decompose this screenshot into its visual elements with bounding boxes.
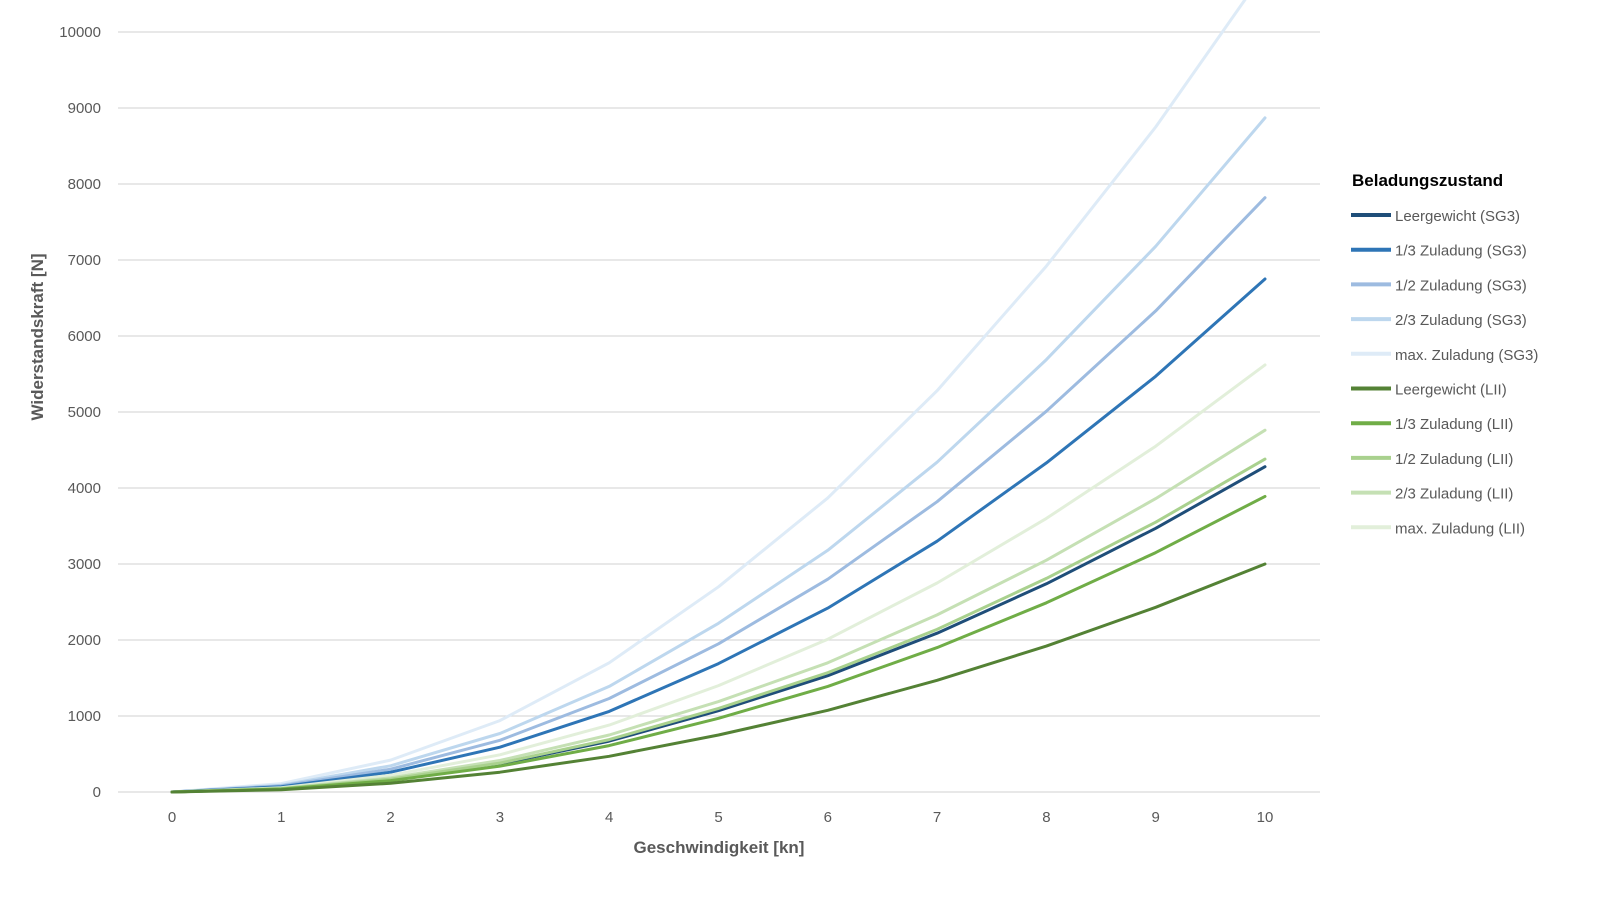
- legend-entry: 2/3 Zuladung (LII): [1395, 486, 1513, 503]
- x-axis-label: Geschwindigkeit [kn]: [634, 838, 805, 857]
- x-tick-label: 3: [496, 809, 504, 826]
- series-line: [170, 562, 1267, 794]
- series-line: [170, 0, 1247, 794]
- series-line: [170, 363, 1267, 794]
- x-tick-label: 1: [277, 809, 285, 826]
- gridlines: [118, 31, 1320, 793]
- series-line: [170, 196, 1267, 794]
- legend: Beladungszustand Leergewicht (SG3) 1/3 Zu…: [1351, 171, 1538, 537]
- x-tick-label: 8: [1042, 809, 1050, 826]
- legend-entry: Leergewicht (LII): [1395, 382, 1507, 399]
- x-tick-label: 10: [1257, 809, 1274, 826]
- series-line: [170, 428, 1267, 794]
- y-tick-label: 3000: [68, 556, 101, 573]
- y-tick-label: 7000: [68, 252, 101, 269]
- x-tick-label: 4: [605, 809, 613, 826]
- y-tick-label: 1000: [68, 708, 101, 725]
- series-line: [170, 277, 1267, 794]
- x-tick-label: 7: [933, 809, 941, 826]
- y-tick-label: 2000: [68, 632, 101, 649]
- series-line: [170, 116, 1267, 794]
- y-tick-label: 8000: [68, 176, 101, 193]
- y-axis-label: Widerstandskraft [N]: [28, 253, 47, 420]
- y-tick-label: 10000: [59, 24, 101, 41]
- x-tick-label: 6: [824, 809, 832, 826]
- y-axis-ticks: 0 1000 2000 3000 4000 5000 6000 7000 8000 9000 100…: [59, 24, 101, 801]
- y-tick-label: 6000: [68, 328, 101, 345]
- legend-entry: 1/2 Zuladung (LII): [1395, 451, 1513, 468]
- y-tick-label: 0: [93, 784, 101, 801]
- legend-entry: max. Zuladung (LII): [1395, 520, 1525, 537]
- legend-entry: Leergewicht (SG3): [1395, 208, 1520, 225]
- series-lines: [170, 0, 1267, 794]
- legend-title: Beladungszustand: [1352, 171, 1503, 190]
- legend-entry: max. Zuladung (SG3): [1395, 347, 1538, 364]
- x-tick-label: 0: [168, 809, 176, 826]
- legend-entry: 1/2 Zuladung (SG3): [1395, 277, 1527, 294]
- x-tick-label: 2: [386, 809, 394, 826]
- x-tick-label: 5: [714, 809, 722, 826]
- series-line: [170, 465, 1267, 794]
- y-tick-label: 4000: [68, 480, 101, 497]
- y-tick-label: 5000: [68, 404, 101, 421]
- x-tick-label: 9: [1152, 809, 1160, 826]
- series-line: [170, 494, 1267, 794]
- legend-entry: 1/3 Zuladung (LII): [1395, 416, 1513, 433]
- legend-entry: 2/3 Zuladung (SG3): [1395, 312, 1527, 329]
- legend-entry: 1/3 Zuladung (SG3): [1395, 243, 1527, 260]
- x-axis-ticks: 0 1 2 3 4 5 6 7 8 9 10: [168, 809, 1274, 826]
- y-tick-label: 9000: [68, 100, 101, 117]
